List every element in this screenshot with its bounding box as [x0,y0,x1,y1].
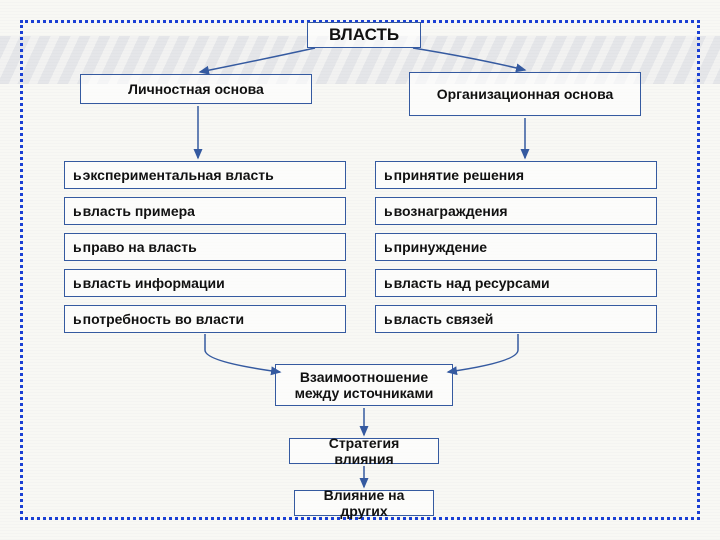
strategy-box: Стратегия влияния [289,438,439,464]
left-item-3: власть информации [64,269,346,297]
left-item-2: право на власть [64,233,346,261]
left-basis-box: Личностная основа [80,74,312,104]
relations-box: Взаимоотношение между источниками [275,364,453,406]
right-item-0: принятие решения [375,161,657,189]
left-item-4: потребность во власти [64,305,346,333]
right-basis-box: Организационная основа [409,72,641,116]
right-item-1: вознаграждения [375,197,657,225]
title-box: ВЛАСТЬ [307,22,421,48]
right-item-4: власть связей [375,305,657,333]
influence-box: Влияние на других [294,490,434,516]
left-item-1: власть примера [64,197,346,225]
right-item-3: власть над ресурсами [375,269,657,297]
right-item-2: принуждение [375,233,657,261]
left-item-0: экспериментальная власть [64,161,346,189]
